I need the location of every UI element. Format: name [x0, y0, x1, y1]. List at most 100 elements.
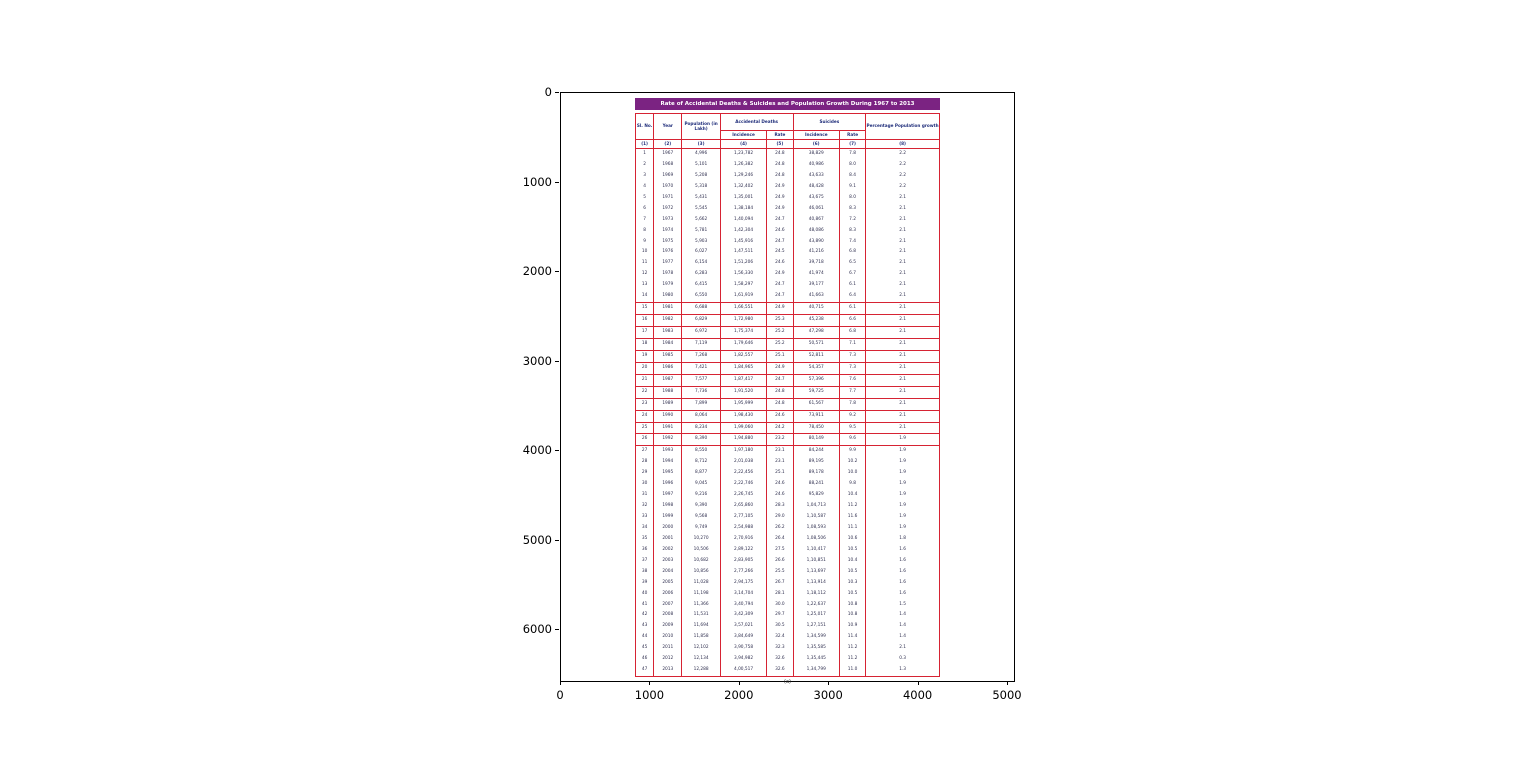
table-row: 10 1976 6,027 1,47,511 24.5 41,216 6.8 2.1 [634, 247, 940, 259]
y-tick-mark [555, 629, 559, 630]
table-cell: 2003 [653, 555, 683, 567]
table-cell: 5,903 [681, 236, 721, 248]
table-cell: 1.4 [865, 621, 940, 633]
table-cell: 1981 [653, 302, 683, 316]
table-cell: 9,749 [681, 522, 721, 534]
table-cell: 57,396 [792, 373, 840, 387]
table-cell: 5 [634, 192, 655, 204]
x-tick-mark [649, 681, 651, 685]
table-cell: 1,10,587 [792, 512, 840, 523]
column-number-cell: (7) [838, 139, 867, 149]
table-cell: 2005 [653, 577, 683, 589]
table-cell: 39 [634, 577, 655, 589]
table-cell: 6.8 [838, 326, 867, 339]
y-axis-tick-label: 4000 [522, 443, 552, 457]
table-cell: 3,57,021 [719, 621, 768, 633]
table-cell: 24.8 [766, 385, 794, 399]
table-row: 13 1979 6,415 1,58,297 24.7 39,177 6.1 2.1 [634, 280, 940, 292]
table-cell: 11,858 [681, 632, 721, 644]
table-row: 22 1988 7,736 1,91,520 24.8 59,725 7.7 2.1 [634, 385, 940, 399]
table-cell: 26.6 [766, 555, 794, 567]
table-row: 36 2002 10,506 2,89,122 27.5 1,10,417 10.5 1.6 [634, 544, 940, 556]
table-cell: 24.9 [766, 302, 794, 316]
table-cell: 3,14,704 [719, 588, 768, 600]
table-cell: 24 [634, 409, 655, 423]
table-cell: 26.7 [766, 577, 794, 589]
table-cell: 1,27,151 [792, 621, 840, 633]
table-cell: 6,027 [681, 247, 721, 259]
table-cell: 10,270 [681, 533, 721, 545]
table-cell: 3,90,758 [719, 643, 768, 655]
table-cell: 7,899 [681, 397, 721, 411]
table-cell: 35 [634, 533, 655, 545]
table-cell: 9,390 [681, 501, 721, 512]
table-cell: 32.4 [766, 632, 794, 644]
table-cell: 1,35,445 [792, 654, 840, 666]
table-cell: 1996 [653, 479, 683, 491]
table-cell: 11 [634, 258, 655, 270]
table-cell: 1,75,374 [719, 326, 768, 339]
table-cell: 39,718 [792, 258, 840, 270]
header-sl-no: Sl. No. [634, 113, 655, 140]
table-cell: 2,83,905 [719, 555, 768, 567]
table-cell: 7 [634, 214, 655, 226]
table-cell: 8.0 [838, 192, 867, 204]
table-cell: 1.9 [865, 445, 940, 458]
table-cell: 11,531 [681, 610, 721, 622]
x-tick-mark [917, 681, 919, 685]
table-cell: 1,72,980 [719, 314, 768, 327]
table-cell: 1,95,999 [719, 397, 768, 411]
table-cell: 2.1 [865, 314, 940, 327]
x-tick-mark [560, 681, 561, 685]
table-row: 7 1973 5,662 1,40,094 24.7 40,867 7.2 2.1 [634, 214, 940, 226]
table-cell: 2008 [653, 610, 683, 622]
table-cell: 88,241 [792, 479, 840, 491]
table-cell: 1.4 [865, 632, 940, 644]
table-cell: 7,268 [681, 349, 721, 363]
table-cell: 1986 [653, 361, 683, 375]
table-cell: 1,91,520 [719, 385, 768, 399]
table-cell: 14 [634, 291, 655, 303]
table-row: 29 1995 8,877 2,22,456 25.1 89,178 10.0 1.9 [634, 468, 940, 480]
table-row: 16 1982 6,829 1,72,980 25.3 45,238 6.6 2.1 [634, 314, 940, 327]
y-tick-mark [555, 181, 559, 183]
table-cell: 6.1 [838, 302, 867, 316]
table-cell: 1 [634, 148, 655, 160]
table-row: 43 2009 11,694 3,57,021 30.5 1,27,151 10.9 1.4 [634, 621, 940, 633]
table-cell: 12,102 [681, 643, 721, 655]
y-axis-tick-label: 5000 [522, 532, 552, 547]
header-suicides: Suicides [792, 113, 867, 131]
table-cell: 3,84,649 [719, 632, 768, 644]
table-cell: 3,40,794 [719, 599, 768, 611]
table-cell: 1974 [653, 225, 683, 237]
table-cell: 24.7 [766, 291, 794, 303]
table-cell: 45 [634, 643, 655, 655]
table-cell: 38 [634, 566, 655, 578]
table-cell: 1,51,206 [719, 258, 768, 270]
table-cell: 43,675 [792, 192, 840, 204]
table-cell: 11.0 [838, 665, 867, 677]
table-cell: 11.2 [838, 654, 867, 666]
table-cell: 24.9 [766, 269, 794, 281]
table-cell: 2.1 [865, 269, 940, 281]
table-row: 35 2001 10,270 2,70,916 26.4 1,08,506 10.6 1.8 [634, 533, 940, 545]
x-axis-tick-label: 4000 [902, 688, 933, 702]
table-cell: 4,00,517 [719, 665, 768, 677]
table-cell: 5,662 [681, 214, 721, 226]
column-number-cell: (3) [681, 139, 721, 149]
table-cell: 1995 [653, 468, 683, 480]
subheader-ad-incidence: Incidence [719, 130, 768, 140]
table-cell: 33 [634, 512, 655, 523]
table-cell: 7,119 [681, 337, 721, 351]
table-cell: 1,08,593 [792, 522, 840, 534]
table-cell: 1,23,782 [719, 148, 768, 160]
table-cell: 40,867 [792, 214, 840, 226]
table-cell: 10.5 [838, 566, 867, 578]
table-cell: 2,22,746 [719, 479, 768, 491]
table-cell: 2.2 [865, 148, 940, 160]
table-cell: 2004 [653, 566, 683, 578]
table-cell: 38,829 [792, 148, 840, 160]
table-cell: 1.9 [865, 501, 940, 512]
table-cell: 1,04,713 [792, 501, 840, 512]
subheader-s-rate: Rate [838, 130, 867, 140]
